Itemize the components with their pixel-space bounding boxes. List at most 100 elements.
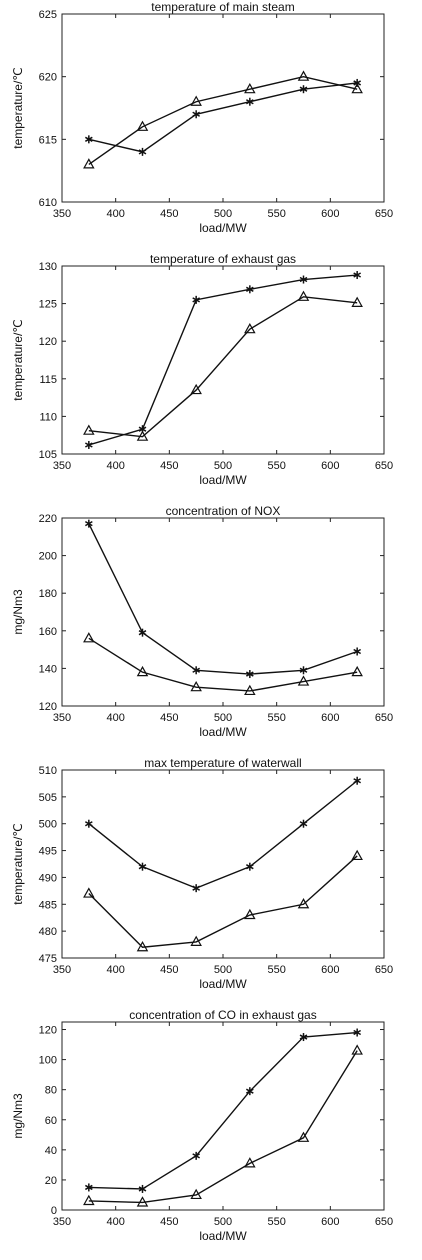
data-point-star — [138, 147, 147, 156]
y-tick-label: 495 — [39, 846, 57, 858]
x-tick-label: 400 — [106, 712, 124, 724]
series-line-star — [88, 780, 358, 889]
series-line-triangle — [88, 855, 358, 948]
x-axis-label: load/MW — [199, 1229, 247, 1243]
x-tick-label: 450 — [160, 712, 178, 724]
data-point-triangle — [297, 1131, 310, 1142]
x-axis-label: load/MW — [199, 221, 247, 235]
data-point-star — [245, 862, 254, 871]
data-point-triangle — [83, 158, 95, 169]
chart-panel-main-steam: temperature of main steam 350 400 450 500 550… — [0, 0, 422, 252]
chart-nox: concentration of NOX 350 400 450 500 550 600 65… — [11, 504, 393, 739]
y-tick-label: 120 — [39, 1025, 57, 1037]
y-tick-label: 125 — [39, 299, 57, 311]
data-point-star — [299, 819, 308, 828]
x-tick-label: 550 — [267, 460, 285, 472]
data-point-triangle — [190, 383, 202, 395]
data-point-star — [192, 110, 201, 119]
data-point-star — [353, 776, 362, 785]
x-tick-label: 550 — [267, 712, 285, 724]
y-tick-label: 140 — [39, 663, 57, 675]
data-point-star — [138, 1184, 147, 1193]
data-point-star — [245, 670, 254, 679]
data-point-triangle — [244, 82, 256, 94]
data-point-triangle — [83, 632, 95, 643]
data-point-triangle — [190, 95, 202, 106]
data-point-triangle — [136, 665, 149, 677]
x-axis-label: load/MW — [199, 473, 247, 487]
data-point-triangle — [244, 322, 256, 334]
y-tick-label: 100 — [39, 1055, 57, 1067]
y-tick-label: 485 — [39, 899, 57, 911]
series-line-triangle — [88, 637, 358, 692]
y-tick-label: 115 — [39, 374, 57, 386]
x-tick-label: 450 — [160, 1216, 178, 1228]
y-tick-label: 510 — [39, 765, 57, 777]
data-point-triangle — [190, 935, 202, 946]
data-point-star — [192, 1151, 201, 1160]
x-tick-label: 500 — [214, 712, 232, 724]
y-axis-label: temperature/℃ — [11, 823, 25, 905]
y-tick-label: 625 — [39, 9, 57, 21]
data-point-star — [353, 271, 362, 280]
x-tick-label: 500 — [214, 460, 232, 472]
series-line-star — [88, 82, 358, 153]
y-axis-label: mg/Nm3 — [11, 1093, 25, 1139]
x-tick-label: 550 — [267, 208, 285, 220]
data-point-triangle — [136, 1196, 149, 1207]
data-point-star — [84, 519, 93, 528]
x-tick-label: 400 — [106, 964, 124, 976]
data-point-triangle — [351, 296, 363, 307]
y-tick-label: 200 — [39, 551, 57, 563]
y-tick-label: 80 — [45, 1085, 57, 1097]
data-point-star — [245, 97, 254, 106]
chart-waterwall: max temperature of waterwall 350 400 450 500… — [11, 756, 393, 991]
chart-title: temperature of exhaust gas — [150, 252, 296, 266]
x-tick-label: 450 — [160, 208, 178, 220]
plot-frame — [61, 517, 385, 707]
data-point-triangle — [297, 675, 310, 686]
series-line-triangle — [88, 1050, 358, 1204]
data-point-star — [299, 275, 308, 284]
data-point-triangle — [190, 1188, 202, 1200]
chart-title: concentration of CO in exhaust gas — [129, 1008, 316, 1022]
x-tick-label: 350 — [53, 460, 71, 472]
data-point-triangle — [136, 941, 149, 952]
data-point-star — [138, 862, 147, 871]
x-tick-label: 450 — [160, 460, 178, 472]
y-tick-label: 120 — [39, 336, 57, 348]
x-tick-label: 500 — [214, 208, 232, 220]
y-tick-label: 20 — [45, 1175, 57, 1187]
data-point-star — [353, 647, 362, 656]
series-line-star — [88, 1031, 358, 1190]
data-point-star — [84, 1183, 93, 1192]
series-line-star — [88, 274, 358, 446]
x-tick-label: 650 — [375, 712, 393, 724]
data-point-triangle — [297, 290, 310, 301]
data-point-star — [299, 85, 308, 94]
chart-panel-co: concentration of CO in exhaust gas 350 400… — [0, 1008, 422, 1260]
x-tick-label: 350 — [53, 1216, 71, 1228]
data-point-star — [299, 1033, 308, 1042]
data-point-triangle — [351, 665, 363, 677]
x-tick-label: 400 — [106, 208, 124, 220]
x-tick-label: 650 — [375, 964, 393, 976]
data-point-star — [245, 285, 254, 294]
x-tick-label: 600 — [321, 712, 339, 724]
data-point-star — [192, 884, 201, 893]
data-point-triangle — [136, 120, 149, 131]
y-tick-label: 480 — [39, 926, 57, 938]
chart-title: temperature of main steam — [151, 0, 294, 14]
data-point-triangle — [83, 887, 95, 898]
y-axis-label: mg/Nm3 — [11, 589, 25, 635]
data-point-triangle — [244, 908, 256, 920]
data-point-triangle — [136, 430, 149, 441]
data-point-triangle — [297, 898, 310, 909]
y-tick-label: 475 — [39, 953, 57, 965]
data-point-star — [84, 135, 93, 144]
data-point-star — [138, 628, 147, 637]
series-line-triangle — [88, 296, 358, 438]
data-point-triangle — [297, 70, 310, 81]
chart-title: concentration of NOX — [166, 504, 281, 518]
